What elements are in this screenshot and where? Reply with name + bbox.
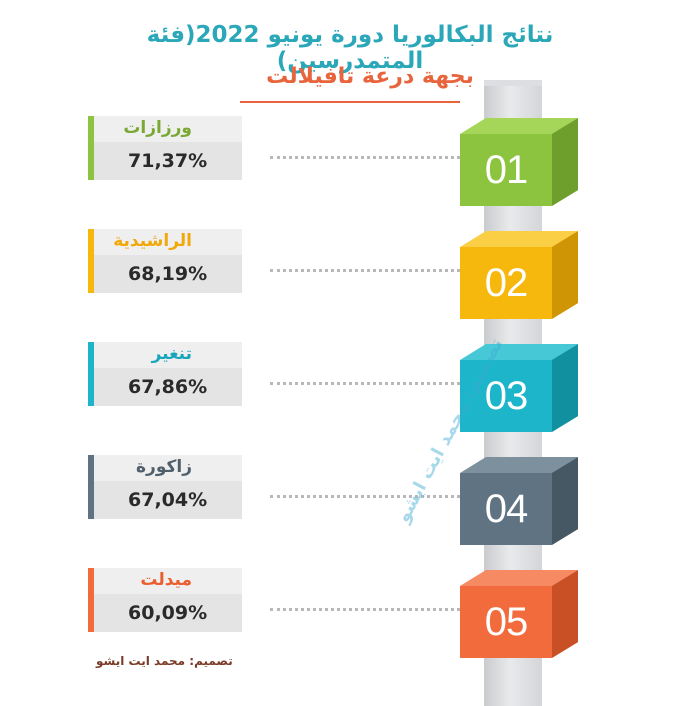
region-name-band <box>94 568 242 594</box>
region-color-bar <box>88 455 94 519</box>
rank-number: 02 <box>484 261 529 305</box>
rank-block: 05 <box>460 570 578 658</box>
rank-number: 03 <box>484 374 529 418</box>
region-name: ميدلت <box>140 570 192 590</box>
region-value-band <box>94 481 242 519</box>
region-name-band <box>94 116 242 142</box>
page-subtitle: بجهة درعة تافيلالت <box>266 64 474 89</box>
leader-dots <box>270 382 460 385</box>
subtitle-underline <box>240 101 460 103</box>
region-card: تنغير 67,86% <box>88 342 242 406</box>
region-value-band <box>94 255 242 293</box>
rank-block-side <box>552 570 578 658</box>
rank-block-front <box>460 586 552 658</box>
region-pass-rate: 60,09% <box>128 602 208 624</box>
region-color-bar <box>88 342 94 406</box>
rank-block-side <box>552 231 578 319</box>
region-name: الراشيدية <box>113 231 192 251</box>
region-value-band <box>94 368 242 406</box>
leader-dots <box>270 495 460 498</box>
region-name: تنغير <box>151 344 192 364</box>
region-name-band <box>94 229 242 255</box>
region-card: ورزازات 71,37% <box>88 116 242 180</box>
rank-number: 01 <box>484 148 529 192</box>
rank-block-front <box>460 473 552 545</box>
rank-block-top <box>460 457 578 473</box>
designer-credit: تصميم: محمد ايت ايشو <box>96 654 233 668</box>
region-color-bar <box>88 229 94 293</box>
region-pass-rate: 71,37% <box>128 150 208 172</box>
rank-block-top <box>460 118 578 134</box>
region-pass-rate: 67,86% <box>128 376 208 398</box>
rank-block-front <box>460 247 552 319</box>
rank-block-side <box>552 118 578 206</box>
region-card: الراشيدية 68,19% <box>88 229 242 293</box>
leader-dots <box>270 608 460 611</box>
region-card: زاكورة 67,04% <box>88 455 242 519</box>
region-color-bar <box>88 568 94 632</box>
rank-block-side <box>552 457 578 545</box>
rank-block-top <box>460 570 578 586</box>
rank-block: 04 <box>460 457 578 545</box>
rank-block-front <box>460 134 552 206</box>
region-name: زاكورة <box>136 457 192 477</box>
rank-block-top <box>460 231 578 247</box>
region-name: ورزازات <box>123 118 192 138</box>
region-pass-rate: 67,04% <box>128 489 208 511</box>
rank-block-top <box>460 344 578 360</box>
region-pass-rate: 68,19% <box>128 263 208 285</box>
region-value-band <box>94 142 242 180</box>
rank-number: 04 <box>484 487 529 531</box>
region-value-band <box>94 594 242 632</box>
rank-block: 01 <box>460 118 578 206</box>
rank-number: 05 <box>484 600 529 644</box>
leader-dots <box>270 156 460 159</box>
leader-dots <box>270 269 460 272</box>
rank-block: 03 <box>460 344 578 432</box>
region-name-band <box>94 342 242 368</box>
rank-block: 02 <box>460 231 578 319</box>
page-title: نتائج البكالوريا دورة يونيو 2022(فئة الم… <box>146 22 554 74</box>
region-name-band <box>94 455 242 481</box>
region-card: ميدلت 60,09% <box>88 568 242 632</box>
region-color-bar <box>88 116 94 180</box>
rank-block-front <box>460 360 552 432</box>
rank-block-side <box>552 344 578 432</box>
